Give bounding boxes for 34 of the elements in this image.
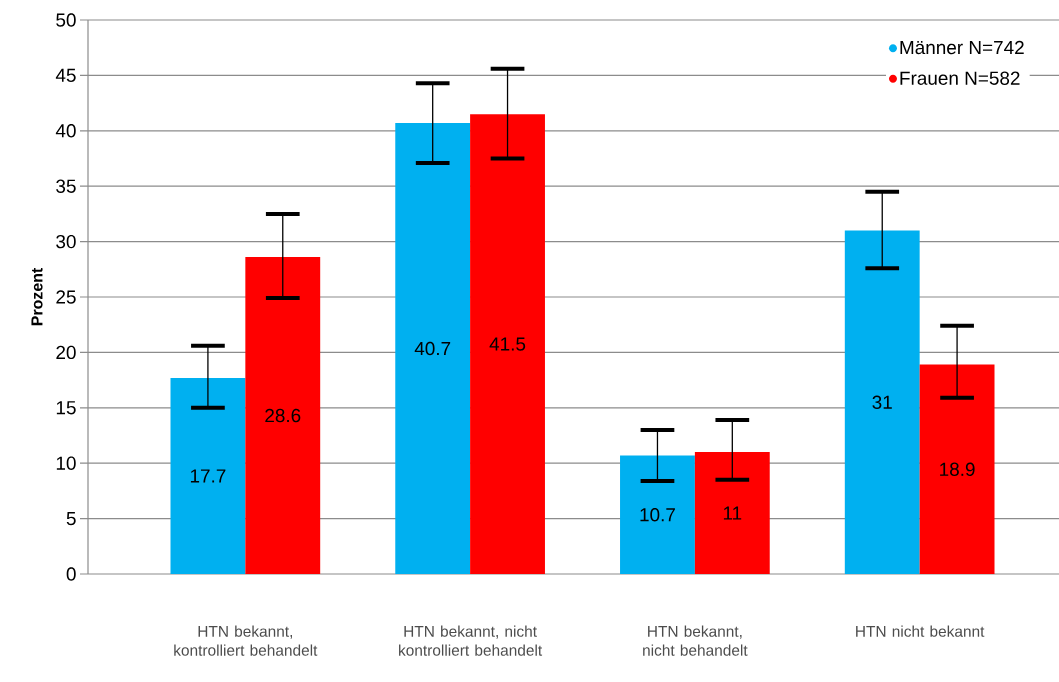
bar bbox=[844, 230, 920, 574]
legend-label: Frauen N=582 bbox=[900, 71, 1020, 85]
y-tick-label: 40 bbox=[55, 124, 76, 138]
bar bbox=[694, 452, 770, 574]
bar bbox=[395, 123, 471, 574]
bar bbox=[919, 364, 995, 574]
data-label: 17.7 bbox=[190, 469, 226, 483]
bar bbox=[245, 257, 321, 574]
bar bbox=[620, 455, 695, 574]
x-tick-label: HTN nicht bekannt bbox=[856, 625, 985, 637]
y-tick-label: 10 bbox=[56, 456, 76, 470]
y-tick-label: 45 bbox=[55, 68, 76, 82]
y-tick-label: 50 bbox=[56, 13, 76, 27]
y-tick-label: 30 bbox=[56, 234, 76, 249]
data-label: 18.9 bbox=[940, 462, 975, 476]
y-tick-label: 25 bbox=[56, 290, 76, 304]
y-tick-label: 35 bbox=[56, 179, 76, 193]
data-label: 31 bbox=[872, 395, 892, 409]
data-label: 10.7 bbox=[640, 508, 675, 522]
data-label: 11 bbox=[723, 506, 742, 520]
y-tick-label: 15 bbox=[56, 401, 76, 415]
bar bbox=[170, 377, 246, 574]
data-label: 40.7 bbox=[414, 341, 451, 356]
y-tick-label: 20 bbox=[56, 345, 76, 360]
y-tick-label: 0 bbox=[66, 567, 76, 581]
x-tick-label: HTN bekannt, nicht behandelt bbox=[643, 625, 748, 656]
x-tick-label: HTN bekannt, kontrolliert behandelt bbox=[174, 625, 318, 656]
legend-label: Männer N=742 bbox=[900, 40, 1024, 55]
x-tick-label: HTN bekannt, nicht kontrolliert behandelt bbox=[399, 625, 543, 656]
data-label: 28.6 bbox=[265, 408, 301, 423]
data-label: 41.5 bbox=[489, 337, 526, 351]
bar bbox=[470, 114, 545, 574]
y-tick-label: 5 bbox=[66, 512, 76, 526]
y-axis-title: Prozent bbox=[31, 267, 43, 326]
